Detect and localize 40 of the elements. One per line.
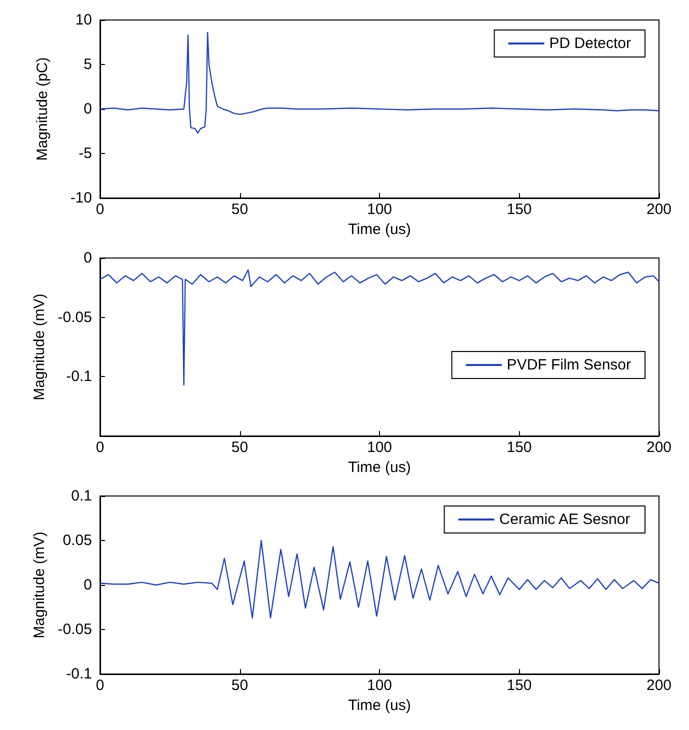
- y-axis-title: Magnitude (pC): [34, 57, 51, 161]
- line-series: [99, 32, 660, 134]
- x-tick-label: 0: [96, 677, 104, 694]
- x-tick-label: 150: [506, 439, 532, 456]
- x-tick-label: 100: [366, 201, 392, 218]
- x-tick-label: 200: [646, 201, 672, 218]
- x-tick-label: 0: [96, 201, 104, 218]
- y-axis-title: Magnitude (mV): [30, 294, 48, 400]
- x-tick-label: 200: [646, 677, 672, 694]
- y-tick-label: 10: [75, 12, 92, 28]
- x-tick-label: 50: [231, 201, 248, 218]
- x-tick-label: 0: [96, 439, 104, 456]
- line-series: [99, 540, 660, 619]
- y-tick-label: 5: [84, 56, 92, 73]
- x-tick-label: 50: [231, 439, 248, 456]
- y-tick-label: -0.1: [66, 666, 92, 682]
- x-tick-label: 50: [231, 677, 248, 694]
- x-tick-label: 100: [366, 439, 392, 456]
- y-tick-label: 0: [84, 100, 92, 118]
- y-tick-label: -0.1: [66, 368, 92, 386]
- x-axis-title: Time (us): [348, 458, 411, 476]
- y-tick-label: -5: [78, 145, 92, 162]
- x-tick-label: 150: [506, 201, 532, 218]
- y-tick-label: 0.1: [71, 488, 92, 504]
- x-tick-label: 100: [366, 677, 392, 694]
- x-axis-title: Time (us): [348, 696, 411, 714]
- x-axis-title: Time (us): [348, 220, 411, 238]
- y-tick-label: 0: [84, 250, 92, 266]
- legend-label: Ceramic AE Sesnor: [499, 511, 630, 528]
- line-series: [99, 269, 660, 386]
- y-tick-label: -10: [70, 190, 92, 206]
- y-tick-label: 0.05: [62, 532, 92, 549]
- y-tick-label: -0.05: [58, 621, 92, 638]
- y-axis-title: Magnitude (mV): [30, 532, 48, 638]
- legend-label: PD Detector: [549, 35, 632, 52]
- legend-label: PVDF Film Sensor: [506, 356, 632, 374]
- x-tick-label: 200: [646, 439, 672, 456]
- x-tick-label: 150: [506, 677, 532, 694]
- y-tick-label: 0: [84, 576, 92, 594]
- y-tick-label: -0.05: [58, 308, 92, 326]
